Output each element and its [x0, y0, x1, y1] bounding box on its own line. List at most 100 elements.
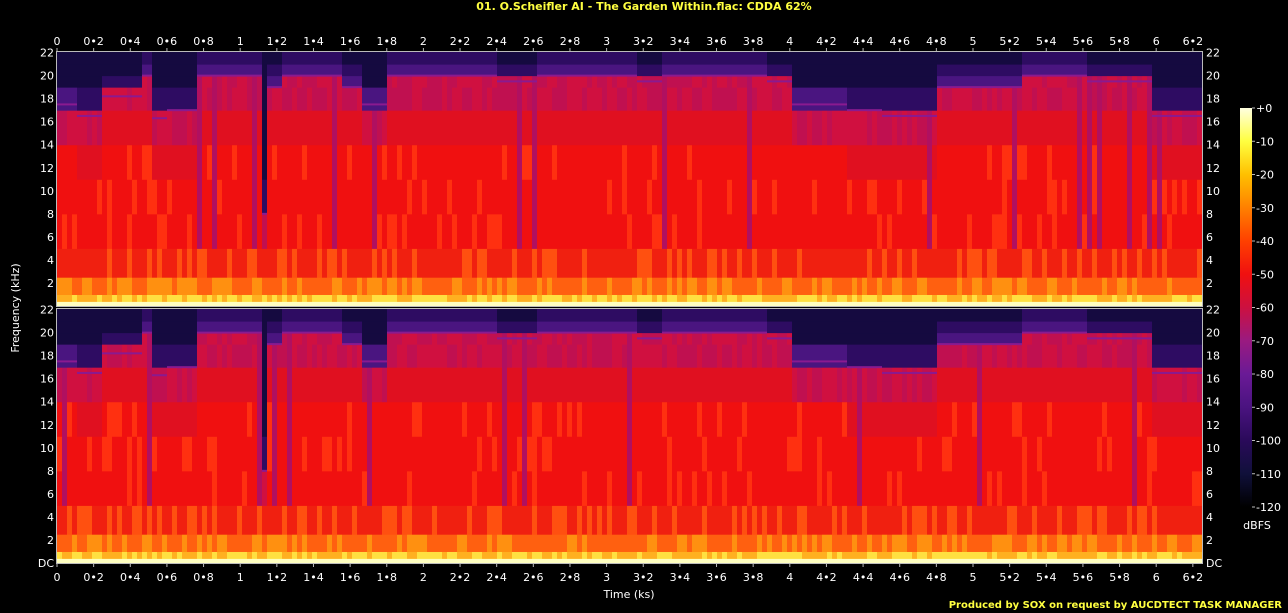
spectrogram-cell: [1022, 248, 1028, 278]
spectrogram-cell: [692, 505, 698, 535]
spectrogram-cell: [1137, 301, 1143, 307]
spectrogram-cell: [1112, 294, 1118, 302]
spectrogram-cell: [517, 321, 523, 334]
spectrogram-cell: [127, 534, 133, 552]
spectrogram-cell: [512, 309, 518, 322]
spectrogram-cell: [307, 367, 313, 403]
spectrogram-cell: [372, 534, 378, 552]
spectrogram-cell: [582, 436, 588, 472]
spectrogram-cell: [822, 470, 828, 506]
spectrogram-cutoff-edge: [377, 360, 383, 363]
spectrogram-cell: [522, 301, 528, 307]
spectrogram-cell: [62, 75, 68, 88]
spectrogram-cell: [797, 248, 803, 278]
spectrogram-cell: [812, 309, 818, 322]
spectrogram-cell: [312, 534, 318, 552]
spectrogram-cell: [137, 144, 143, 180]
spectrogram-cutoff-edge: [112, 95, 118, 98]
spectrogram-cell: [777, 558, 783, 564]
spectrogram-cell: [822, 301, 828, 307]
spectrogram-cell: [252, 470, 258, 506]
spectrogram-cell: [542, 470, 548, 506]
spectrogram-cell: [922, 144, 928, 180]
spectrogram-cell: [282, 332, 288, 345]
spectrogram-cell: [737, 277, 743, 295]
spectrogram-cell: [132, 321, 138, 334]
spectrogram-cell: [242, 401, 248, 437]
spectrogram-cell: [342, 321, 348, 334]
spectrogram-cutoff-edge: [192, 109, 198, 112]
spectrogram-cell: [837, 213, 843, 249]
spectrogram-cell: [487, 505, 493, 535]
spectrogram-cell: [817, 367, 823, 403]
spectrogram-cell: [232, 179, 238, 215]
spectrogram-cell: [472, 321, 478, 334]
spectrogram-cell: [467, 64, 473, 77]
spectrogram-cell: [522, 534, 528, 552]
spectrogram-cell: [657, 401, 663, 437]
spectrogram-cell: [142, 52, 148, 65]
spectrogram-cell: [582, 248, 588, 278]
spectrogram-cell: [217, 344, 223, 368]
spectrogram-cutoff-edge: [637, 80, 643, 83]
spectrogram-cell: [792, 344, 798, 368]
spectrogram-cell: [942, 213, 948, 249]
spectrogram-cell: [297, 75, 303, 88]
spectrogram-cell: [627, 110, 633, 146]
spectrogram-cutoff-edge: [522, 337, 528, 340]
spectrogram-cell: [1077, 52, 1083, 65]
spectrogram-cell: [162, 551, 168, 559]
spectrogram-cell: [322, 321, 328, 334]
spectrogram-cell: [487, 558, 493, 564]
spectrogram-cell: [462, 309, 468, 322]
spectrogram-cell: [132, 277, 138, 295]
spectrogram-cell: [827, 87, 833, 111]
spectrogram-cell: [747, 332, 753, 345]
spectrogram-cell: [442, 277, 448, 295]
spectrogram-cutoff-edge: [312, 331, 318, 334]
spectrogram-cell: [627, 470, 633, 506]
spectrogram-cell: [172, 332, 178, 345]
spectrogram-cell: [187, 64, 193, 77]
spectrogram-cell: [232, 505, 238, 535]
spectrogram-cell: [497, 321, 503, 334]
spectrogram-cell: [707, 248, 713, 278]
spectrogram-cell: [107, 436, 113, 472]
spectrogram-cell: [212, 551, 218, 559]
spectrogram-cell: [1152, 144, 1158, 180]
spectrogram-cell: [852, 248, 858, 278]
spectrogram-cell: [387, 470, 393, 506]
spectrogram-cell: [572, 277, 578, 295]
spectrogram-cell: [342, 436, 348, 472]
spectrogram-cell: [887, 87, 893, 111]
spectrogram-cell: [832, 144, 838, 180]
spectrogram-cell: [672, 248, 678, 278]
spectrogram-cell: [697, 294, 703, 302]
spectrogram-cell: [687, 505, 693, 535]
spectrogram-cell: [587, 144, 593, 180]
spectrogram-cell: [447, 294, 453, 302]
spectrogram-cell: [657, 87, 663, 111]
spectrogram-cell: [347, 248, 353, 278]
spectrogram-cell: [862, 277, 868, 295]
spectrogram-cell: [92, 110, 98, 146]
spectrogram-cell: [1102, 179, 1108, 215]
spectrogram-cell: [507, 64, 513, 77]
spectrogram-cell: [202, 367, 208, 403]
spectrogram-cell: [877, 64, 883, 77]
spectrogram-cell: [317, 551, 323, 559]
spectrogram-cell: [677, 75, 683, 88]
spectrogram-cell: [232, 551, 238, 559]
spectrogram-cell: [1027, 64, 1033, 77]
spectrogram-cell: [72, 248, 78, 278]
spectrogram-cell: [192, 551, 198, 559]
spectrogram-cell: [152, 344, 158, 368]
spectrogram-cell: [217, 401, 223, 437]
spectrogram-cutoff-edge: [657, 80, 663, 83]
spectrogram-cell: [292, 277, 298, 295]
spectrogram-cell: [782, 64, 788, 77]
spectrogram-cell: [397, 321, 403, 334]
spectrogram-cell: [642, 367, 648, 403]
spectrogram-cell: [672, 144, 678, 180]
spectrogram-cell: [312, 470, 318, 506]
